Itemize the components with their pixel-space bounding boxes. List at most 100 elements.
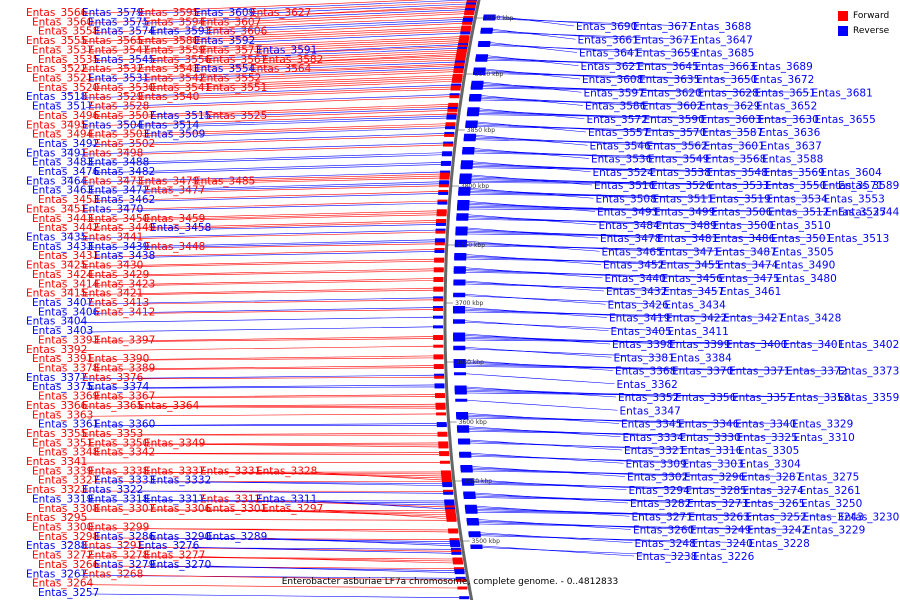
gene-label[interactable]: Entas_3484 (599, 220, 661, 232)
gene-label[interactable]: Entas_3240 (692, 538, 753, 550)
gene-label[interactable]: Entas_3510 (770, 220, 831, 232)
gene-label[interactable]: Entas_3540 (138, 91, 199, 103)
gene-feature[interactable] (477, 44, 490, 47)
gene-label[interactable]: Entas_3594 (144, 16, 206, 28)
gene-label[interactable]: Entas_3318 (88, 493, 149, 505)
gene-feature[interactable] (483, 17, 496, 21)
gene-label[interactable]: Entas_3264 (32, 578, 94, 590)
gene-label[interactable]: Entas_3423 (94, 278, 155, 290)
gene-label[interactable]: Entas_3629 (699, 101, 760, 113)
gene-label[interactable]: Entas_3501 (771, 233, 832, 245)
gene-label[interactable]: Entas_3439 (88, 241, 149, 253)
gene-feature[interactable] (434, 383, 445, 387)
gene-label[interactable]: Entas_3322 (82, 484, 143, 496)
gene-label[interactable]: Entas_3570 (645, 127, 706, 139)
gene-label[interactable]: Entas_3475 (719, 273, 780, 285)
gene-feature[interactable] (451, 549, 462, 553)
gene-label[interactable]: Entas_3488 (88, 157, 149, 169)
gene-feature[interactable] (462, 151, 475, 155)
gene-label[interactable]: Entas_3294 (629, 485, 691, 497)
gene-label[interactable]: Entas_3356 (675, 392, 737, 404)
gene-feature[interactable] (465, 125, 478, 128)
gene-label[interactable]: Entas_3303 (683, 458, 744, 470)
gene-label[interactable]: Entas_3367 (94, 391, 155, 403)
gene-label[interactable]: Entas_3506 (711, 207, 773, 219)
gene-label[interactable]: Entas_3483 (32, 157, 93, 169)
gene-feature[interactable] (433, 298, 444, 302)
gene-label[interactable]: Entas_3268 (82, 568, 143, 580)
gene-label[interactable]: Entas_3532 (82, 63, 143, 75)
gene-label[interactable]: Entas_3538 (650, 167, 711, 179)
gene-feature[interactable] (442, 482, 453, 486)
gene-label[interactable]: Entas_3515 (150, 110, 211, 122)
gene-label[interactable]: Entas_3398 (612, 339, 673, 351)
gene-label[interactable]: Entas_3579 (82, 7, 143, 19)
gene-label[interactable]: Entas_3307 (94, 503, 155, 515)
gene-label[interactable]: Entas_3299 (88, 522, 149, 534)
gene-label[interactable]: Entas_3509 (144, 129, 205, 141)
gene-label[interactable]: Entas_3489 (656, 220, 717, 232)
gene-label[interactable]: Entas_3346 (678, 419, 740, 431)
gene-feature[interactable] (447, 106, 458, 110)
gene-label[interactable]: Entas_3249 (690, 525, 751, 537)
gene-feature[interactable] (453, 70, 464, 74)
gene-feature[interactable] (464, 12, 475, 16)
gene-feature[interactable] (435, 238, 446, 242)
gene-label[interactable]: Entas_3508 (596, 193, 657, 205)
gene-label[interactable]: Entas_3442 (38, 222, 99, 234)
gene-label[interactable]: Entas_3440 (605, 273, 666, 285)
gene-feature[interactable] (439, 453, 450, 457)
gene-label[interactable]: Entas_3311 (256, 493, 317, 505)
gene-label[interactable]: Entas_3399 (669, 339, 730, 351)
gene-feature[interactable] (439, 180, 450, 184)
gene-feature[interactable] (451, 79, 462, 83)
gene-label[interactable]: Entas_3504 (82, 119, 144, 131)
gene-feature[interactable] (453, 347, 466, 351)
gene-feature[interactable] (445, 124, 456, 128)
gene-feature[interactable] (433, 325, 444, 329)
gene-feature[interactable] (433, 296, 444, 300)
gene-label[interactable]: Entas_3243 (803, 511, 864, 523)
gene-feature[interactable] (453, 365, 466, 368)
gene-feature[interactable] (433, 366, 444, 370)
gene-feature[interactable] (435, 230, 446, 234)
gene-label[interactable]: Entas_3279 (94, 559, 155, 571)
gene-label[interactable]: Entas_3551 (206, 82, 267, 94)
gene-label[interactable]: Entas_3456 (662, 273, 724, 285)
gene-label[interactable]: Entas_3590 (644, 114, 705, 126)
gene-label[interactable]: Entas_3628 (698, 87, 759, 99)
gene-feature[interactable] (434, 373, 445, 377)
gene-label[interactable]: Entas_3226 (693, 551, 755, 563)
gene-label[interactable]: Entas_3450 (88, 213, 149, 225)
gene-label[interactable]: Entas_3362 (617, 379, 678, 391)
gene-feature[interactable] (436, 412, 447, 416)
gene-feature[interactable] (454, 571, 465, 575)
gene-label[interactable]: Entas_3266 (38, 559, 100, 571)
gene-label[interactable]: Entas_3490 (774, 260, 835, 272)
gene-feature[interactable] (449, 93, 460, 97)
gene-label[interactable]: Entas_3438 (94, 250, 155, 262)
gene-label[interactable]: Entas_3435 (26, 232, 87, 244)
gene-feature[interactable] (456, 48, 467, 52)
gene-feature[interactable] (444, 501, 455, 505)
gene-label[interactable]: Entas_3486 (714, 233, 776, 245)
gene-label[interactable]: Entas_3635 (639, 74, 700, 86)
gene-label[interactable]: Entas_3569 (764, 167, 825, 179)
gene-feature[interactable] (463, 496, 476, 499)
gene-label[interactable]: Entas_3681 (812, 87, 873, 99)
gene-label[interactable]: Entas_3608 (582, 74, 643, 86)
gene-label[interactable]: Entas_3290 (150, 531, 211, 543)
gene-label[interactable]: Entas_3477 (144, 185, 205, 197)
gene-feature[interactable] (433, 267, 444, 271)
gene-label[interactable]: Entas_3487 (716, 246, 777, 258)
gene-label[interactable]: Entas_3655 (815, 114, 876, 126)
gene-feature[interactable] (441, 160, 452, 164)
gene-label[interactable]: Entas_3309 (626, 458, 687, 470)
gene-feature[interactable] (435, 406, 446, 410)
gene-label[interactable]: Entas_3636 (759, 127, 821, 139)
gene-feature[interactable] (433, 344, 444, 348)
gene-feature[interactable] (433, 288, 444, 292)
gene-label[interactable]: Entas_3593 (150, 26, 211, 38)
gene-label[interactable]: Entas_3301 (206, 503, 267, 515)
gene-label[interactable]: Entas_3645 (638, 61, 699, 73)
